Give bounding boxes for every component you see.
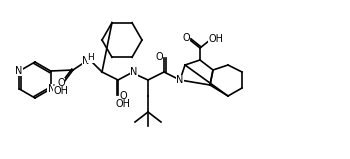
Text: N: N [176,75,184,85]
Text: OH: OH [209,34,224,44]
Text: N: N [82,56,90,66]
Text: O: O [119,91,127,101]
Text: N: N [130,67,138,77]
Text: OH: OH [116,99,131,109]
Text: O: O [57,78,65,88]
Text: N: N [48,84,55,94]
Text: O: O [182,33,190,43]
Text: N: N [15,66,22,76]
Text: O: O [155,52,163,62]
Text: OH: OH [54,86,69,96]
Text: H: H [88,53,94,62]
